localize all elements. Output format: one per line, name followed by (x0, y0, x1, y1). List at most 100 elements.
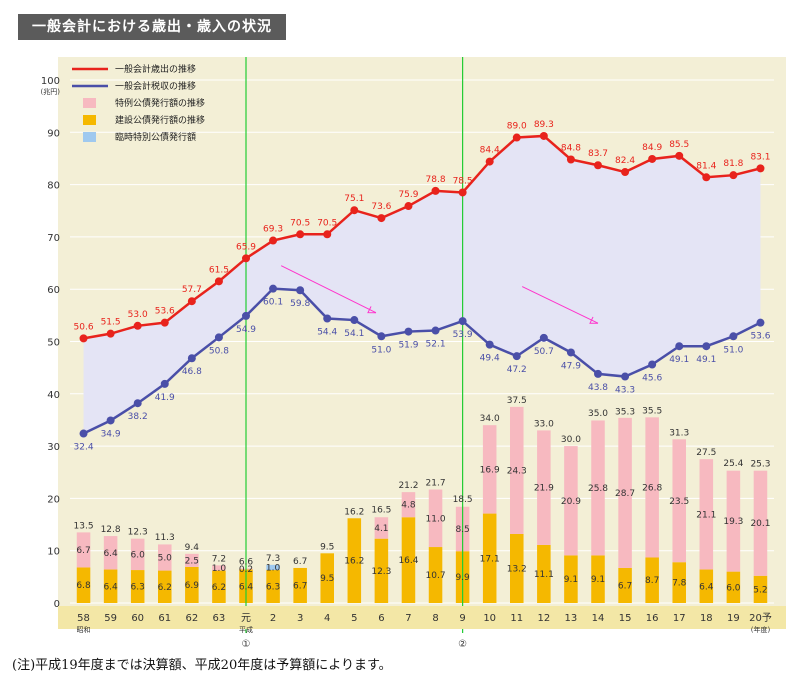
construction-bond-label: 9.5 (320, 574, 334, 584)
tax-revenue-label: 43.3 (615, 386, 635, 396)
construction-bond-bar (591, 555, 605, 603)
special-bond-bar (428, 489, 443, 548)
construction-bond-bar (374, 538, 389, 603)
legend-swatch (83, 132, 96, 142)
legend: 一般会計歳出の推移一般会計税収の推移特例公債発行額の推移建設公債発行額の推移臨時… (72, 63, 205, 143)
construction-bond-bar (320, 553, 334, 603)
bond-total-label: 16.5 (371, 506, 391, 516)
construction-bond-bar (347, 518, 362, 603)
construction-bond-bar (699, 569, 714, 603)
x-tick-label: 20予 (749, 612, 772, 624)
construction-bond-label: 6.0 (726, 583, 741, 593)
expenditure-label: 75.1 (344, 194, 364, 204)
tax-revenue-line (82, 287, 762, 435)
expenditure-point (431, 186, 440, 195)
tax-revenue-point (485, 340, 494, 349)
y-tick-label: 50 (47, 338, 60, 349)
bond-total-label: 7.2 (212, 554, 226, 564)
tax-revenue-label: 53.6 (750, 332, 770, 342)
construction-bond-label: 13.2 (507, 564, 527, 574)
x-tick-label: 7 (405, 613, 411, 624)
legend-label: 臨時特別公債発行額 (115, 131, 196, 143)
tax-revenue-label: 46.8 (182, 367, 202, 377)
construction-bond-bar (618, 567, 632, 603)
expenditure-point (377, 214, 386, 223)
special-bond-bar (618, 417, 632, 568)
construction-bond-bar (726, 571, 741, 603)
construction-bond-label: 11.1 (534, 570, 554, 580)
expenditure-label: 81.8 (723, 159, 743, 169)
y-tick-label: 90 (47, 128, 60, 139)
x-tick-label: 9 (459, 613, 465, 624)
construction-bond-bar (212, 570, 226, 603)
tax-revenue-label: 54.4 (317, 327, 337, 337)
page-title: 一般会計における歳出・歳入の状況 (18, 14, 286, 40)
tax-revenue-point (350, 316, 359, 325)
bond-total-label: 37.5 (507, 396, 527, 406)
legend-swatch (83, 115, 96, 125)
expenditure-point (269, 236, 278, 245)
special-bond-bar (753, 470, 768, 576)
construction-bond-bar (103, 569, 118, 603)
bond-total-label: 35.0 (588, 409, 608, 419)
legend-label: 一般会計歳出の推移 (115, 63, 196, 75)
special-bond-bar (564, 446, 578, 556)
special-bond-label: 21.1 (696, 510, 716, 520)
tax-revenue-point (648, 360, 657, 369)
special-bond-bar (185, 553, 199, 567)
tax-revenue-point (296, 286, 305, 295)
bond-total-label: 12.3 (128, 528, 148, 538)
tax-revenue-point (79, 429, 88, 438)
tax-revenue-label: 53.9 (453, 330, 473, 340)
construction-bond-bar (672, 562, 686, 603)
construction-bond-bar (158, 570, 172, 603)
bond-total-label: 34.0 (480, 414, 500, 424)
expenditure-label: 50.6 (74, 322, 94, 332)
construction-bond-label: 6.8 (76, 581, 91, 591)
bond-total-label: 35.5 (642, 406, 662, 416)
bond-total-label: 33.0 (534, 419, 554, 429)
y-axis-unit: (兆円) (41, 87, 61, 96)
expenditure-label: 84.4 (480, 146, 500, 156)
construction-bond-bar (645, 557, 659, 603)
expenditure-label: 65.9 (236, 242, 256, 252)
special-bond-bar (645, 417, 659, 558)
special-bond-bar (374, 517, 389, 539)
expenditure-label: 78.8 (426, 175, 446, 185)
x-tick-label: 18 (700, 613, 713, 624)
grid (70, 79, 774, 604)
tax-revenue-point (675, 342, 684, 351)
expenditure-point (187, 297, 196, 306)
bond-total-label: 9.5 (320, 542, 334, 552)
x-tick-label: 6 (378, 613, 384, 624)
construction-bond-label: 6.4 (699, 582, 714, 592)
trend-arrow-line (280, 265, 377, 314)
special-bond-bar (537, 430, 551, 545)
construction-bond-label: 9.1 (591, 575, 605, 585)
bond-total-label: 31.3 (669, 428, 689, 438)
construction-bond-label: 6.2 (158, 583, 172, 593)
bond-total-label: 25.3 (750, 460, 770, 470)
expenditure-label: 89.3 (534, 120, 554, 130)
special-bond-bar (158, 544, 172, 571)
special-bond-label: 6.0 (131, 550, 146, 560)
tax-revenue-label: 49.1 (669, 355, 689, 365)
construction-bond-bar (482, 513, 497, 603)
x-tick-label: 15 (619, 613, 632, 624)
expenditure-label: 78.5 (453, 176, 473, 186)
x-tick-label: 10 (483, 613, 496, 624)
y-tick-label: 20 (47, 494, 60, 505)
special-bond-bar (130, 538, 145, 571)
bond-total-label: 12.8 (101, 525, 121, 535)
construction-bond-bar (185, 566, 199, 603)
expenditure-point (675, 151, 684, 160)
x-tick-label: 62 (185, 613, 198, 624)
special-bond-label: 1.0 (212, 564, 227, 574)
x-tick-label: 16 (646, 613, 659, 624)
legend-label: 建設公債発行額の推移 (115, 114, 205, 126)
expenditure-label: 83.1 (750, 152, 770, 162)
bond-total-label: 7.3 (266, 554, 280, 564)
x-tick-label: 12 (537, 613, 550, 624)
tax-revenue-point (458, 317, 467, 326)
special-bond-bar (726, 470, 741, 572)
